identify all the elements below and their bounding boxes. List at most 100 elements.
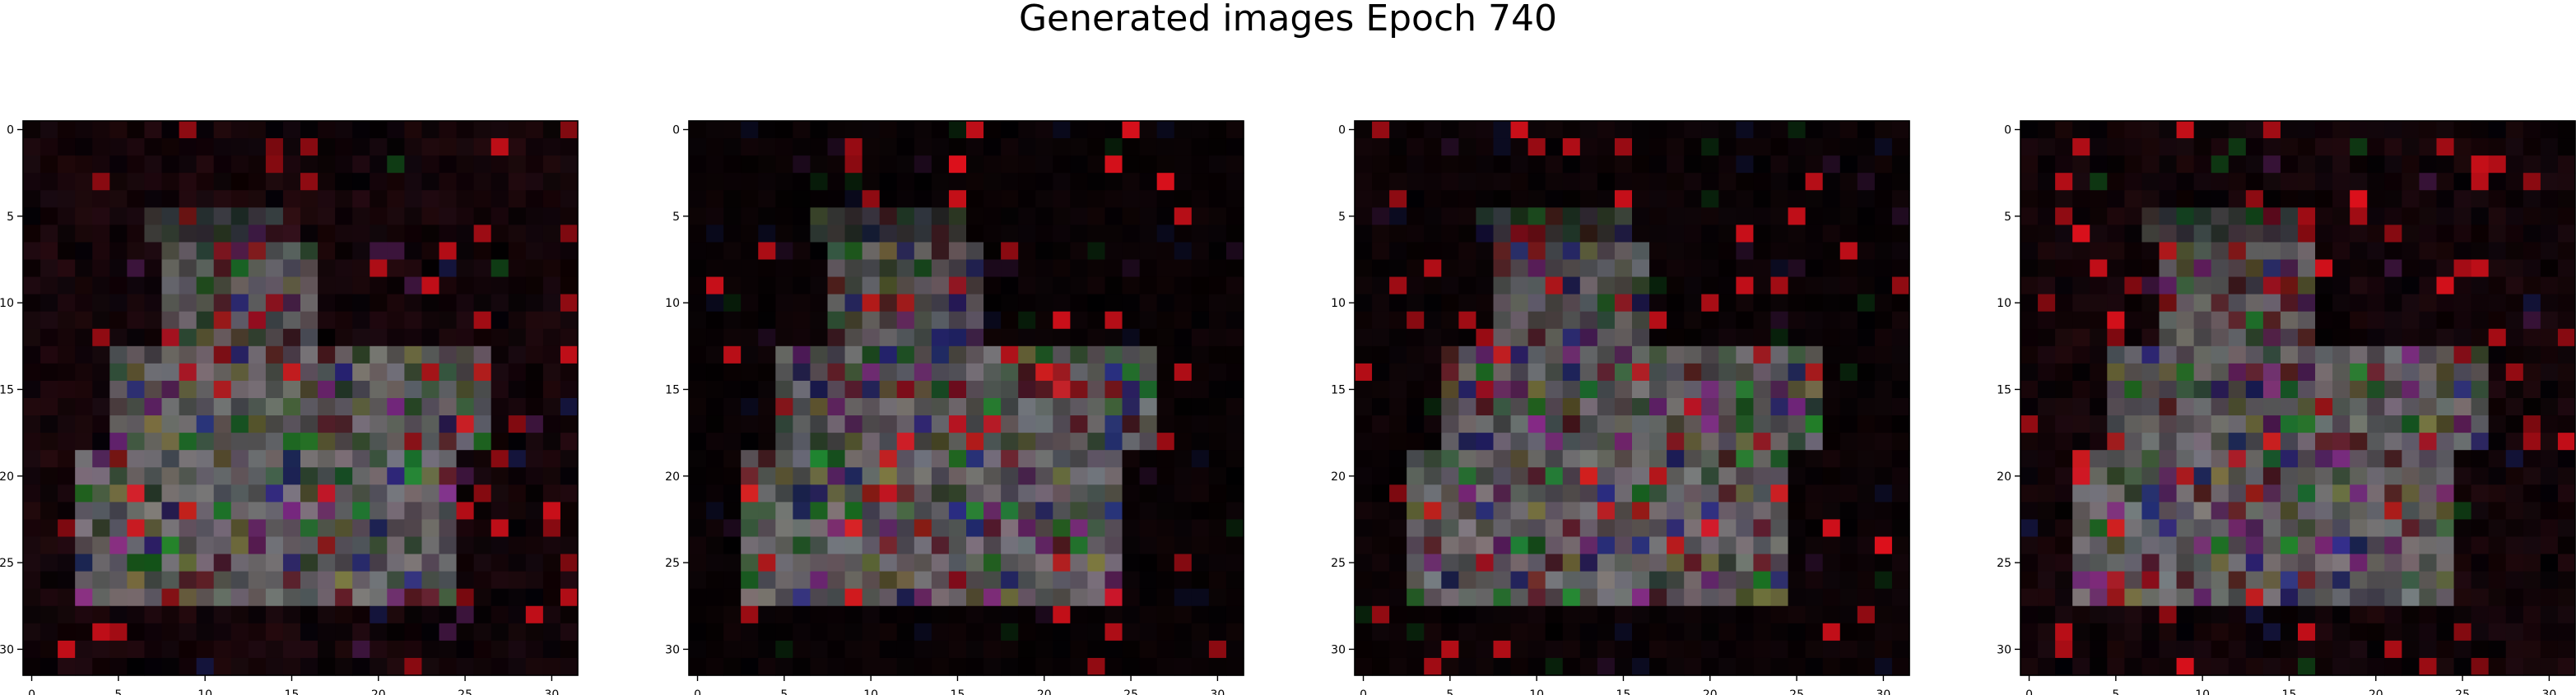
pixel-cell xyxy=(2453,121,2472,139)
pixel-cell xyxy=(109,155,128,174)
pixel-cell xyxy=(1597,121,1616,139)
pixel-cell xyxy=(1891,657,1910,676)
pixel-cell xyxy=(1736,276,1755,295)
pixel-cell xyxy=(810,207,829,225)
x-tick-label: 30 xyxy=(544,688,559,695)
pixel-cell xyxy=(439,433,458,451)
pixel-cell xyxy=(1493,363,1512,382)
pixel-cell xyxy=(2245,207,2264,225)
pixel-cell xyxy=(196,467,215,485)
pixel-cell xyxy=(58,363,76,382)
pixel-cell xyxy=(1667,345,1685,364)
pixel-cell xyxy=(1174,519,1193,538)
pixel-cell xyxy=(2315,363,2333,382)
pixel-cell xyxy=(2453,242,2472,261)
pixel-cell xyxy=(879,450,898,468)
pixel-cell xyxy=(1770,155,1789,174)
pixel-cell xyxy=(1424,554,1442,572)
pixel-cell xyxy=(1053,259,1071,278)
pixel-cell xyxy=(2176,311,2195,330)
pixel-cell xyxy=(1035,571,1053,590)
pixel-cell xyxy=(2107,345,2125,364)
pixel-cell xyxy=(92,588,110,607)
pixel-cell xyxy=(144,623,163,642)
pixel-cell xyxy=(758,467,776,485)
y-tick-label: 0 xyxy=(672,124,680,137)
pixel-cell xyxy=(2124,311,2143,330)
pixel-cell xyxy=(300,380,319,399)
pixel-cell xyxy=(2540,415,2559,433)
pixel-cell xyxy=(1018,311,1036,330)
pixel-cell xyxy=(844,345,863,364)
pixel-cell xyxy=(335,207,353,225)
pixel-cell xyxy=(542,121,561,139)
pixel-cell xyxy=(40,640,58,659)
pixel-cell xyxy=(1458,345,1477,364)
pixel-cell xyxy=(1579,415,1598,433)
pixel-cell xyxy=(1156,345,1175,364)
pixel-cell xyxy=(1805,173,1824,191)
pixel-cell xyxy=(758,657,776,676)
pixel-cell xyxy=(2141,623,2160,642)
pixel-cell xyxy=(2228,328,2247,347)
pixel-cell xyxy=(179,294,198,313)
pixel-cell xyxy=(352,554,370,572)
pixel-cell xyxy=(1597,484,1616,503)
pixel-cell xyxy=(879,519,898,538)
pixel-cell xyxy=(2228,554,2247,572)
pixel-cell xyxy=(370,380,388,399)
pixel-cell xyxy=(862,588,881,607)
pixel-cell xyxy=(2159,588,2178,607)
pixel-cell xyxy=(2107,588,2125,607)
pixel-cell xyxy=(439,294,458,313)
pixel-cell xyxy=(2384,311,2402,330)
pixel-cell xyxy=(473,623,492,642)
pixel-cell xyxy=(2038,173,2056,191)
pixel-cell xyxy=(1476,259,1495,278)
pixel-cell xyxy=(265,173,284,191)
pixel-cell xyxy=(2141,605,2160,624)
pixel-cell xyxy=(827,225,846,243)
pixel-cell xyxy=(1701,225,1719,243)
pixel-cell xyxy=(1614,294,1633,313)
pixel-cell xyxy=(1372,207,1390,225)
pixel-cell xyxy=(2505,173,2524,191)
pixel-cell xyxy=(1407,623,1425,642)
pixel-cell xyxy=(2315,657,2333,676)
pixel-cell xyxy=(2107,657,2125,676)
pixel-cell xyxy=(1493,259,1512,278)
pixel-cell xyxy=(161,276,180,295)
pixel-cell xyxy=(2262,519,2281,538)
pixel-cell xyxy=(2453,259,2472,278)
pixel-cell xyxy=(92,536,110,555)
pixel-cell xyxy=(2436,311,2455,330)
pixel-cell xyxy=(1191,207,1210,225)
pixel-cell xyxy=(179,536,198,555)
pixel-cell xyxy=(1839,484,1858,503)
pixel-cell xyxy=(1208,640,1227,659)
pixel-cell xyxy=(1035,190,1053,208)
pixel-cell xyxy=(2159,138,2178,156)
pixel-cell xyxy=(1753,623,1772,642)
pixel-cell xyxy=(2419,588,2438,607)
pixel-cell xyxy=(896,536,915,555)
pixel-cell xyxy=(1476,138,1495,156)
pixel-cell xyxy=(92,433,110,451)
pixel-cell xyxy=(265,380,284,399)
pixel-cell xyxy=(282,363,301,382)
pixel-cell xyxy=(2384,363,2402,382)
pixel-cell xyxy=(1424,519,1442,538)
pixel-cell xyxy=(1018,450,1036,468)
pixel-cell xyxy=(2038,276,2056,295)
pixel-cell xyxy=(1139,259,1158,278)
pixel-cell xyxy=(844,433,863,451)
pixel-cell xyxy=(948,502,967,521)
pixel-cell xyxy=(335,311,353,330)
pixel-cell xyxy=(723,484,742,503)
pixel-cell xyxy=(2436,259,2455,278)
pixel-cell xyxy=(248,294,267,313)
pixel-cell xyxy=(456,467,475,485)
pixel-cell xyxy=(127,363,146,382)
pixel-cell xyxy=(1407,467,1425,485)
pixel-cell xyxy=(1597,259,1616,278)
